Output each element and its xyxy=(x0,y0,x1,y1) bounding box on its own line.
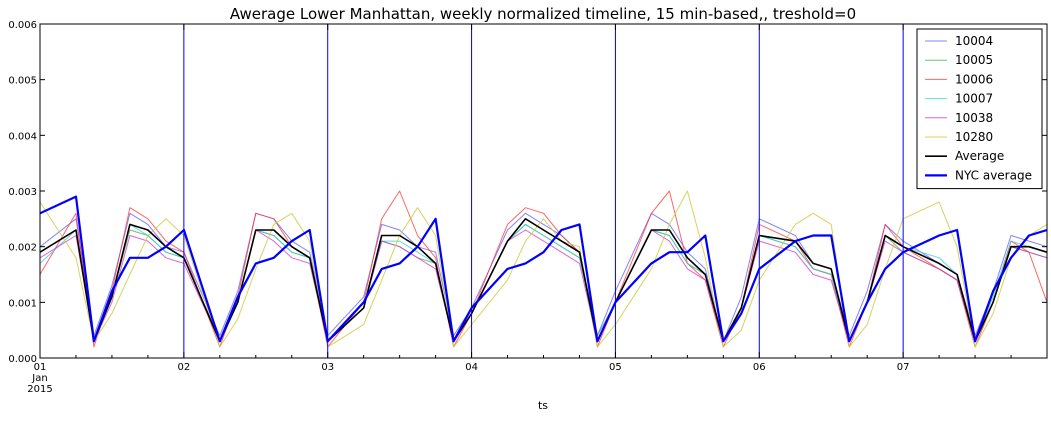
legend-label: Average xyxy=(955,149,1004,163)
series-line-10280 xyxy=(40,190,1047,348)
series-line-10038 xyxy=(40,229,1047,342)
series-line-10006 xyxy=(40,190,1047,348)
y-tick-label: 0.006 xyxy=(8,20,37,31)
x-tick-label: 03 xyxy=(321,362,334,373)
legend-label: 10005 xyxy=(955,53,993,67)
x-tick-label: 01 xyxy=(34,362,47,373)
x-tick-label: 05 xyxy=(609,362,622,373)
x-tick-sublabel: Jan xyxy=(31,373,47,384)
legend-label: 10280 xyxy=(955,130,993,144)
x-tick-label: 06 xyxy=(753,362,766,373)
legend-label: 10038 xyxy=(955,111,993,125)
series-group xyxy=(40,190,1047,348)
legend-label: 10006 xyxy=(955,72,993,86)
y-tick-label: 0.005 xyxy=(8,76,37,87)
x-tick-label: 04 xyxy=(465,362,478,373)
x-tick-sublabel: 2015 xyxy=(27,384,52,395)
series-line-10004 xyxy=(40,212,1047,342)
chart-title: Awerage Lower Manhattan, weekly normaliz… xyxy=(230,5,856,23)
legend-label: NYC average xyxy=(955,168,1032,182)
plot-area: 0.000 0.001 0.002 0.003 0.004 0.005 0.006 01 02 0… xyxy=(8,20,1048,395)
plot-frame xyxy=(39,23,1048,359)
x-tick-label: 02 xyxy=(177,362,190,373)
y-tick-label: 0.002 xyxy=(8,243,37,254)
legend-label: 10007 xyxy=(955,92,993,106)
series-line-nyc-average xyxy=(40,195,1047,343)
y-tick-label: 0.004 xyxy=(8,131,37,142)
legend-box xyxy=(916,28,1043,190)
y-tick-label: 0.001 xyxy=(8,298,37,309)
legend-label: 10004 xyxy=(955,34,993,48)
x-tick-label: 07 xyxy=(897,362,910,373)
y-tick-label: 0.000 xyxy=(8,354,37,365)
x-axis-label: ts xyxy=(538,399,548,412)
y-tick-label: 0.003 xyxy=(8,187,37,198)
